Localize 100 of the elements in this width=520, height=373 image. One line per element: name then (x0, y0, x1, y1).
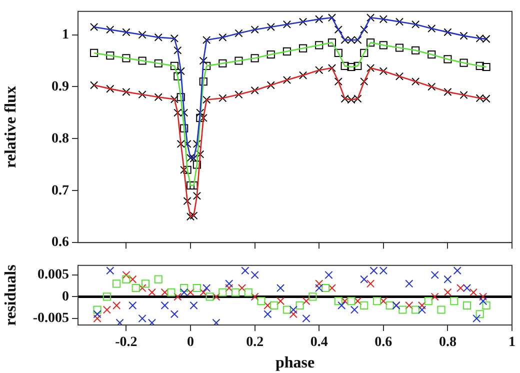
point (218, 94, 227, 102)
point (315, 15, 324, 24)
point (386, 301, 394, 310)
point (218, 288, 227, 296)
y-tick-label: 0 (62, 289, 69, 304)
point (360, 301, 368, 310)
point (225, 280, 234, 288)
point (324, 270, 333, 280)
point (167, 288, 176, 296)
point (482, 34, 490, 43)
y-axis-title: relative flux (2, 86, 20, 168)
point (266, 50, 275, 59)
point (160, 301, 169, 310)
point (347, 62, 356, 72)
point (360, 26, 368, 34)
point (395, 18, 404, 26)
point (412, 306, 420, 314)
point (176, 93, 185, 102)
point (202, 96, 211, 104)
point (154, 275, 162, 284)
point (372, 297, 382, 306)
point (192, 192, 201, 200)
point (405, 301, 414, 310)
point (264, 310, 272, 318)
point (241, 266, 250, 275)
point (289, 310, 298, 318)
point (234, 56, 243, 65)
point (418, 306, 426, 314)
point (282, 76, 291, 84)
point (250, 86, 259, 94)
point (469, 288, 478, 296)
point (154, 93, 162, 102)
point (138, 30, 146, 39)
point (106, 26, 114, 34)
point (170, 62, 178, 70)
point (180, 288, 188, 296)
point (315, 280, 324, 288)
point (289, 306, 298, 314)
point (482, 62, 490, 72)
point (231, 288, 240, 296)
point (395, 72, 404, 80)
point (398, 306, 407, 314)
point (430, 292, 439, 301)
point (212, 292, 220, 301)
point (93, 314, 102, 323)
point (315, 66, 324, 74)
point (328, 284, 336, 292)
point (128, 275, 137, 284)
point (334, 78, 342, 86)
point (122, 54, 130, 62)
point (347, 96, 356, 104)
y-tick-label: 0.9 (52, 79, 69, 94)
point (196, 150, 204, 158)
point (347, 36, 356, 44)
point (334, 48, 342, 57)
point (322, 284, 330, 292)
point (138, 90, 146, 99)
point (360, 78, 368, 86)
point (366, 64, 375, 72)
point (180, 124, 188, 132)
point (170, 310, 178, 318)
point (430, 270, 439, 280)
point (264, 301, 272, 310)
point (234, 29, 243, 38)
point (170, 34, 178, 42)
point (366, 14, 375, 22)
point (444, 88, 452, 96)
point (299, 18, 308, 26)
point (328, 14, 336, 22)
point (174, 292, 182, 301)
point (141, 280, 150, 288)
point (90, 81, 98, 90)
y-tick-label: 0.005 (38, 268, 69, 283)
point (154, 59, 162, 68)
point (250, 270, 259, 280)
point (212, 318, 220, 325)
point (199, 288, 208, 296)
point (192, 284, 201, 292)
point (93, 306, 102, 314)
point (102, 292, 111, 301)
point (276, 284, 285, 292)
point (170, 95, 178, 104)
point (128, 301, 137, 310)
point (476, 94, 484, 102)
point (444, 55, 452, 64)
point (192, 140, 201, 148)
point (412, 78, 420, 86)
point (315, 284, 324, 292)
point (148, 288, 156, 296)
point (174, 108, 182, 117)
point (366, 280, 375, 288)
point (424, 297, 432, 306)
point (379, 15, 388, 24)
point (148, 318, 156, 325)
point (472, 314, 481, 323)
point (282, 47, 291, 56)
point (354, 297, 362, 306)
point (202, 36, 211, 44)
point (199, 78, 208, 86)
point (202, 284, 211, 292)
